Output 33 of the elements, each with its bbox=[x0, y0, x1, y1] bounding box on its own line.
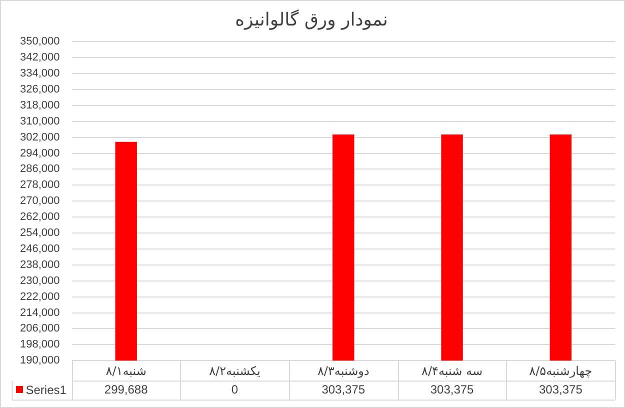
x-tick-label: دوشنبه۸/۳ bbox=[317, 364, 370, 378]
y-tick-label: 270,000 bbox=[20, 195, 60, 208]
text: 0 bbox=[231, 382, 238, 396]
y-tick-label: 310,000 bbox=[20, 115, 60, 128]
y-tick-label: 222,000 bbox=[20, 290, 60, 303]
y-tick-label: 302,000 bbox=[20, 131, 60, 144]
chart-title: نمودار ورق گالوانیزه bbox=[235, 8, 388, 30]
y-tick-label: 254,000 bbox=[20, 227, 60, 240]
y-tick-label: 286,000 bbox=[20, 163, 60, 176]
x-tick-label: چهارشنبه۸/۵ bbox=[529, 364, 592, 378]
y-tick-label: 262,000 bbox=[20, 211, 60, 224]
y-tick-label: 214,000 bbox=[20, 306, 60, 319]
legend-label: Series1 bbox=[26, 382, 66, 397]
x-tick-label: یکشنبه۸/۲ bbox=[209, 364, 260, 378]
y-tick-label: 318,000 bbox=[20, 99, 60, 112]
y-tick-label: 334,000 bbox=[20, 68, 60, 80]
y-tick-label: 326,000 bbox=[20, 83, 60, 96]
y-tick-label: 230,000 bbox=[20, 274, 60, 287]
y-tick-label: 342,000 bbox=[20, 52, 60, 64]
data-label: 303,375 bbox=[430, 382, 474, 396]
data-label: 299,688 bbox=[104, 382, 148, 396]
y-tick-label: 206,000 bbox=[20, 322, 60, 335]
y-tick-label: 350,000 bbox=[20, 36, 60, 48]
y-tick-label: 238,000 bbox=[20, 258, 60, 271]
y-tick-label: 198,000 bbox=[20, 338, 60, 351]
y-tick-label: 190,000 bbox=[20, 354, 60, 367]
y-tick-label: 278,000 bbox=[20, 179, 60, 192]
y-tick-label: 246,000 bbox=[20, 242, 60, 255]
data-label: 303,375 bbox=[538, 382, 583, 396]
x-tick-label: شنبه۸/۱ bbox=[106, 364, 146, 378]
y-tick-label: 294,000 bbox=[20, 147, 60, 160]
x-tick-label: سه شنبه۸/۴ bbox=[422, 364, 483, 378]
data-label: 303,375 bbox=[322, 382, 366, 396]
